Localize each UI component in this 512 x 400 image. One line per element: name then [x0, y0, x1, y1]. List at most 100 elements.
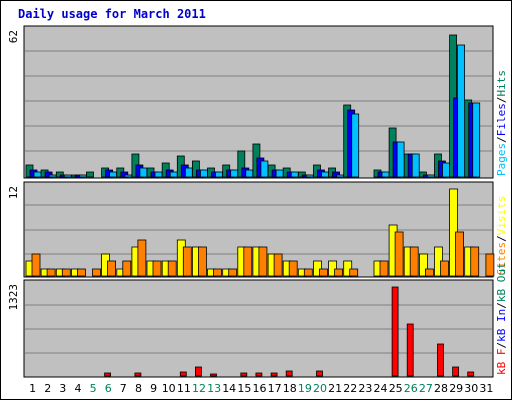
bar-sites-day-11	[182, 246, 192, 277]
bar-files-day-21	[332, 171, 341, 178]
bar-sites-day-24	[379, 260, 389, 277]
bar-sites-day-5	[92, 268, 101, 277]
bar-sites-day-9	[152, 260, 162, 277]
bar-pages-day-2	[48, 174, 57, 178]
bar-sites-day-30	[470, 246, 480, 277]
legend-entry: Visits	[495, 196, 508, 236]
bar-files-day-2	[44, 171, 53, 178]
panel-2-ymax-label: 12	[7, 186, 20, 199]
bar-pages-day-11	[184, 167, 193, 178]
bar-sites-day-6	[107, 260, 116, 277]
x-tick-label-day-21: 21	[328, 382, 342, 395]
x-tick-label-day-23: 23	[358, 382, 372, 395]
x-tick-label-day-26: 26	[404, 382, 418, 395]
bar-pages-day-21	[336, 174, 345, 178]
bar-pages-day-28	[442, 162, 450, 178]
panel-3-ymax-label: 1323	[7, 284, 20, 311]
x-tick-label-day-19: 19	[298, 382, 312, 395]
bar-sites-day-17	[273, 253, 283, 277]
bar-pages-day-16	[260, 160, 269, 178]
bar-sites-day-4	[77, 268, 86, 277]
x-tick-label-day-13: 13	[207, 382, 221, 395]
x-tick-label-day-28: 28	[434, 382, 448, 395]
x-tick-label-day-14: 14	[222, 382, 236, 395]
bar-kb-f-day-26	[406, 323, 414, 377]
bar-kb-f-day-13	[210, 373, 217, 377]
bar-pages-day-10	[169, 171, 178, 178]
bar-pages-day-8	[139, 167, 148, 178]
bar-hits-day-3	[55, 171, 64, 178]
bar-kb-f-day-16	[255, 372, 263, 377]
bar-pages-day-20	[321, 171, 329, 178]
bar-pages-day-24	[381, 171, 390, 178]
x-tick-label-day-17: 17	[268, 382, 282, 395]
x-tick-label-day-25: 25	[389, 382, 403, 395]
x-tick-label-day-10: 10	[162, 382, 176, 395]
x-tick-label-day-22: 22	[343, 382, 357, 395]
panel-1-ymax-label: 62	[7, 30, 20, 43]
bar-sites-day-8	[137, 239, 147, 277]
bar-sites-day-29	[455, 231, 465, 277]
bar-kb-f-day-12	[194, 366, 202, 377]
bar-sites-day-28	[440, 260, 449, 277]
bar-pages-day-17	[275, 169, 284, 178]
bar-kb-f-day-15	[240, 372, 248, 377]
x-tick-label-day-27: 27	[419, 382, 433, 395]
x-tick-label-day-7: 7	[120, 382, 127, 395]
bar-pages-day-7	[124, 174, 133, 178]
bar-sites-day-16	[258, 246, 268, 277]
bar-sites-day-26	[409, 246, 419, 277]
bar-sites-day-3	[61, 268, 71, 277]
bar-pages-day-25	[396, 141, 405, 178]
bar-kb-f-day-28	[437, 343, 444, 377]
bar-visits-day-22	[343, 260, 353, 277]
bar-sites-day-13	[213, 268, 222, 277]
bar-sites-day-22	[349, 268, 359, 277]
legend-entry: kB In	[495, 309, 508, 342]
bar-sites-day-7	[122, 260, 132, 277]
bar-pages-day-27	[426, 174, 435, 178]
bar-sites-day-21	[334, 268, 344, 277]
x-tick-label-day-29: 29	[449, 382, 463, 395]
bar-sites-day-1	[31, 253, 41, 277]
bar-pages-day-12	[199, 169, 208, 178]
panel-2-legend: Sites/Visits	[495, 196, 508, 276]
bar-sites-day-10	[167, 260, 177, 277]
bar-pages-day-4	[79, 174, 87, 178]
bar-pages-day-30	[472, 102, 481, 178]
x-tick-label-day-9: 9	[150, 382, 157, 395]
bar-pages-day-1	[33, 171, 42, 178]
bar-kb-f-day-20	[316, 370, 323, 377]
x-tick-label-day-24: 24	[374, 382, 388, 395]
bar-sites-day-31	[485, 253, 495, 277]
legend-entry: /	[495, 342, 508, 349]
panel-1-legend: Pages/Files/Hits	[495, 70, 508, 176]
bar-pages-day-13	[215, 171, 223, 178]
legend-entry: /	[495, 136, 508, 143]
bar-kb-f-day-6	[104, 372, 111, 377]
bar-kb-f-day-17	[270, 372, 278, 377]
bar-kb-f-day-11	[179, 371, 187, 377]
bar-pages-day-29	[457, 44, 466, 178]
legend-entry: Sites	[495, 242, 508, 275]
x-tick-label-day-20: 20	[313, 382, 327, 395]
bar-sites-day-19	[303, 268, 313, 277]
x-tick-label-day-8: 8	[135, 382, 142, 395]
legend-entry: /	[495, 235, 508, 242]
panel-3-legend: kB F/kB In/kB Out	[495, 262, 508, 375]
x-tick-label-day-1: 1	[29, 382, 36, 395]
x-tick-label-day-12: 12	[192, 382, 206, 395]
bar-sites-day-18	[288, 260, 298, 277]
x-tick-label-day-30: 30	[464, 382, 478, 395]
bar-kb-f-day-25	[391, 286, 399, 377]
x-tick-label-day-18: 18	[283, 382, 297, 395]
legend-entry: /	[495, 97, 508, 104]
x-tick-label-day-2: 2	[44, 382, 51, 395]
bar-sites-day-12	[197, 246, 207, 277]
bar-kb-f-day-18	[285, 370, 293, 377]
legend-entry: Files	[495, 103, 508, 136]
bar-sites-day-25	[394, 231, 404, 277]
legend-entry: Hits	[495, 70, 508, 97]
bar-visits-day-21	[328, 260, 338, 277]
x-tick-label-day-4: 4	[75, 382, 82, 395]
